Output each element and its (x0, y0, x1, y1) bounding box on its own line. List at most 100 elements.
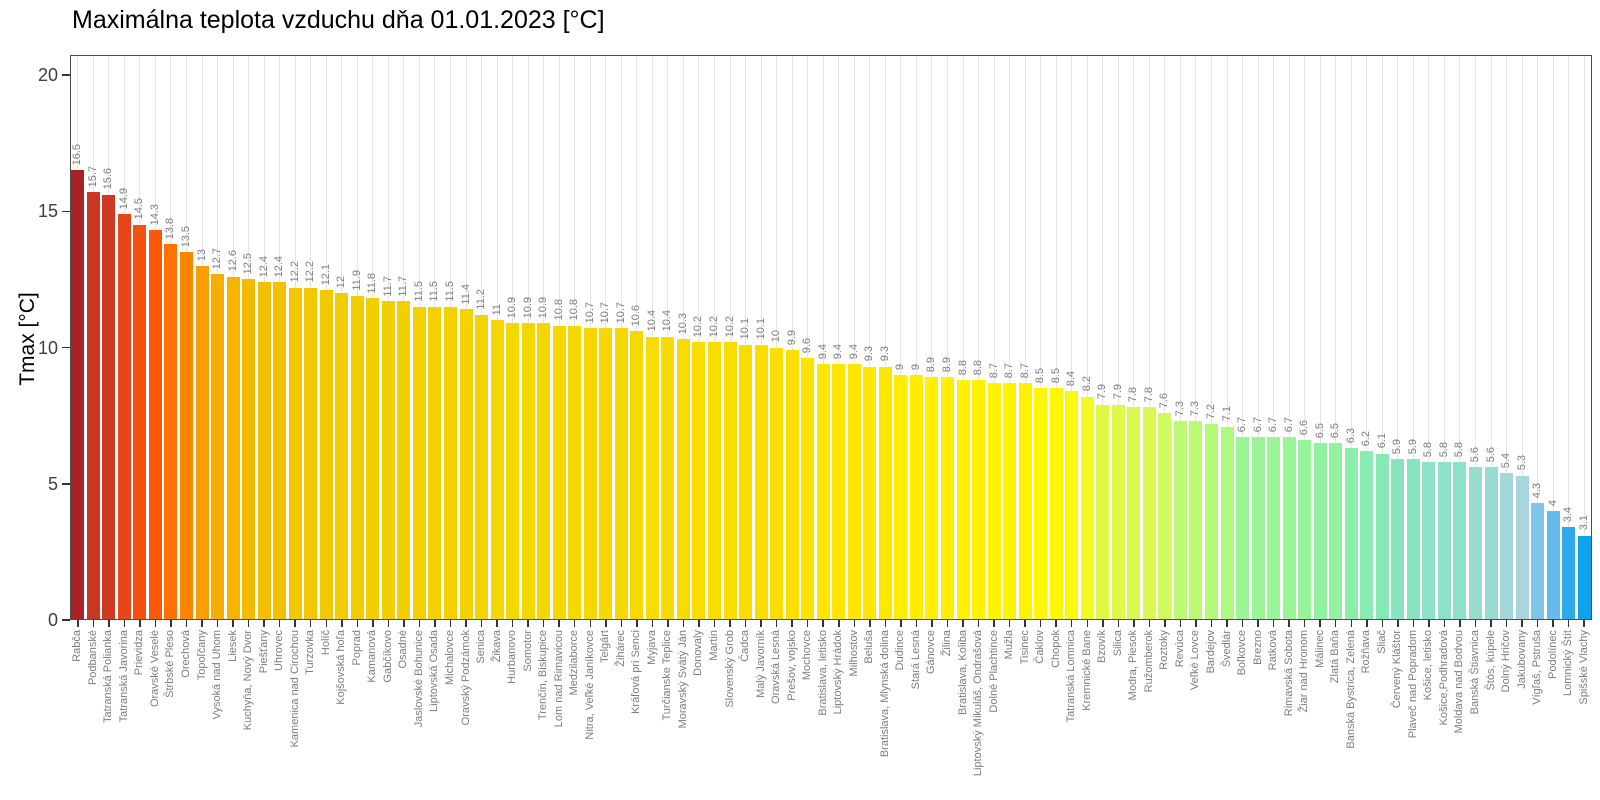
vertical-gridline (1040, 55, 1042, 620)
x-tick-mark (201, 620, 203, 627)
x-tick-mark (108, 620, 110, 627)
x-tick-mark (1241, 620, 1244, 627)
x-tick-mark (1567, 620, 1570, 627)
bar-value-label: 14.9 (117, 187, 130, 209)
x-tick-mark (1474, 620, 1477, 627)
x-tick-mark (1552, 620, 1554, 627)
x-tick-mark (791, 620, 793, 627)
x-tick-label: Moldava nad Bodvou (1453, 630, 1466, 734)
x-tick-label: Jaslovské Bohunice (412, 630, 425, 728)
bar (583, 328, 597, 620)
bar-value-label: 10.9 (521, 296, 534, 318)
x-tick-mark (387, 620, 390, 627)
x-tick-mark (589, 620, 592, 627)
bar (148, 230, 162, 620)
bar-value-label: 10.9 (537, 296, 550, 318)
bar (568, 325, 582, 620)
x-tick-label: Kamanová (366, 630, 379, 683)
vertical-gridline (1335, 55, 1337, 620)
vertical-gridline (962, 55, 964, 620)
bar (428, 306, 442, 620)
vertical-gridline (1288, 55, 1290, 620)
x-tick-label: Žilina (940, 630, 953, 657)
x-tick-label: Tatranská Polianka (102, 630, 115, 723)
x-tick-mark (309, 620, 312, 627)
bar (1158, 412, 1172, 620)
x-tick-mark (232, 620, 234, 627)
bar-value-label: 4.3 (1531, 482, 1544, 498)
bar (1360, 451, 1374, 620)
x-tick-mark (1490, 620, 1492, 627)
bar (1577, 535, 1591, 620)
vertical-gridline (1521, 55, 1523, 620)
x-tick-mark (1303, 620, 1306, 627)
bar-value-label: 6.7 (1236, 417, 1249, 433)
vertical-gridline (714, 55, 716, 620)
x-tick-label: Jakubovany (1515, 630, 1528, 689)
x-tick-mark (418, 620, 421, 627)
x-tick-mark (1521, 620, 1523, 627)
x-tick-mark (1008, 620, 1011, 627)
bar-value-label: 8.5 (1034, 368, 1047, 384)
bar-value-label: 10.8 (568, 299, 581, 321)
bar (1329, 442, 1343, 620)
x-tick-mark (1055, 620, 1057, 627)
x-tick-mark (1334, 620, 1337, 627)
x-tick-label: Ružomberok (1142, 630, 1155, 693)
bar-value-label: 12.4 (273, 255, 286, 278)
x-tick-label: Tatranská Lomnica (1065, 630, 1078, 723)
bar (350, 295, 364, 620)
bar (909, 374, 923, 620)
bar-value-label: 10.7 (599, 302, 612, 324)
x-tick-label: Banská Štiavnica (1469, 630, 1482, 715)
y-tick-label: 15 (37, 201, 58, 222)
x-tick-mark (744, 620, 747, 627)
bar (537, 322, 551, 620)
x-tick-mark (838, 620, 840, 627)
y-tick-mark (62, 483, 70, 485)
bar-value-label: 13.8 (164, 217, 177, 239)
vertical-gridline (1366, 55, 1368, 620)
x-tick-label: Podbanské (86, 630, 99, 686)
x-tick-mark (403, 620, 405, 627)
x-tick-mark (356, 620, 359, 627)
x-tick-label: Veľké Lovce (1189, 630, 1202, 691)
bar-value-label: 7.3 (1173, 400, 1186, 417)
x-tick-label: Martin (708, 630, 721, 661)
x-tick-label: Bratislava, Mlynská dolina (878, 630, 891, 758)
vertical-gridline (853, 55, 855, 620)
x-tick-label: Gabčíkovo (381, 630, 394, 683)
bar-value-label: 10.6 (630, 304, 643, 327)
bar (444, 306, 457, 620)
x-tick-label: Orechová (179, 630, 192, 678)
bar (692, 342, 706, 620)
bar-value-label: 5.8 (1422, 441, 1435, 457)
bar-value-label: 10.4 (645, 310, 658, 332)
bar-value-label: 7.3 (1189, 400, 1202, 417)
x-tick-label: Lomnický Štít (1562, 630, 1575, 697)
x-tick-label: Gánovce (925, 630, 938, 675)
x-tick-mark (1288, 620, 1290, 627)
bar-value-label: 6.1 (1375, 433, 1388, 449)
x-tick-label: Žiar nad Hronom (1298, 630, 1311, 713)
vertical-gridline (1133, 55, 1135, 620)
x-tick-mark (1210, 620, 1213, 627)
x-tick-mark (294, 620, 296, 627)
vertical-gridline (978, 55, 980, 620)
bar-value-label: 8.4 (1065, 370, 1078, 387)
x-tick-mark (527, 620, 529, 627)
x-tick-label: Podolínec (1546, 630, 1559, 679)
x-tick-label: Boľkovce (1236, 630, 1249, 676)
x-tick-mark (605, 620, 607, 627)
x-tick-mark (542, 620, 545, 627)
y-tick-label: 5 (47, 473, 58, 494)
bar-value-label: 5.3 (1515, 455, 1528, 471)
x-tick-label: Holíč (319, 630, 332, 656)
vertical-gridline (1319, 55, 1321, 620)
vertical-gridline (1583, 55, 1585, 620)
x-tick-label: Trenčín, Biskupice (537, 630, 550, 721)
bar-value-label: 7.8 (1142, 387, 1155, 403)
x-tick-mark (558, 620, 560, 627)
x-tick-label: Ratková (1267, 630, 1280, 671)
vertical-gridline (1071, 55, 1073, 620)
